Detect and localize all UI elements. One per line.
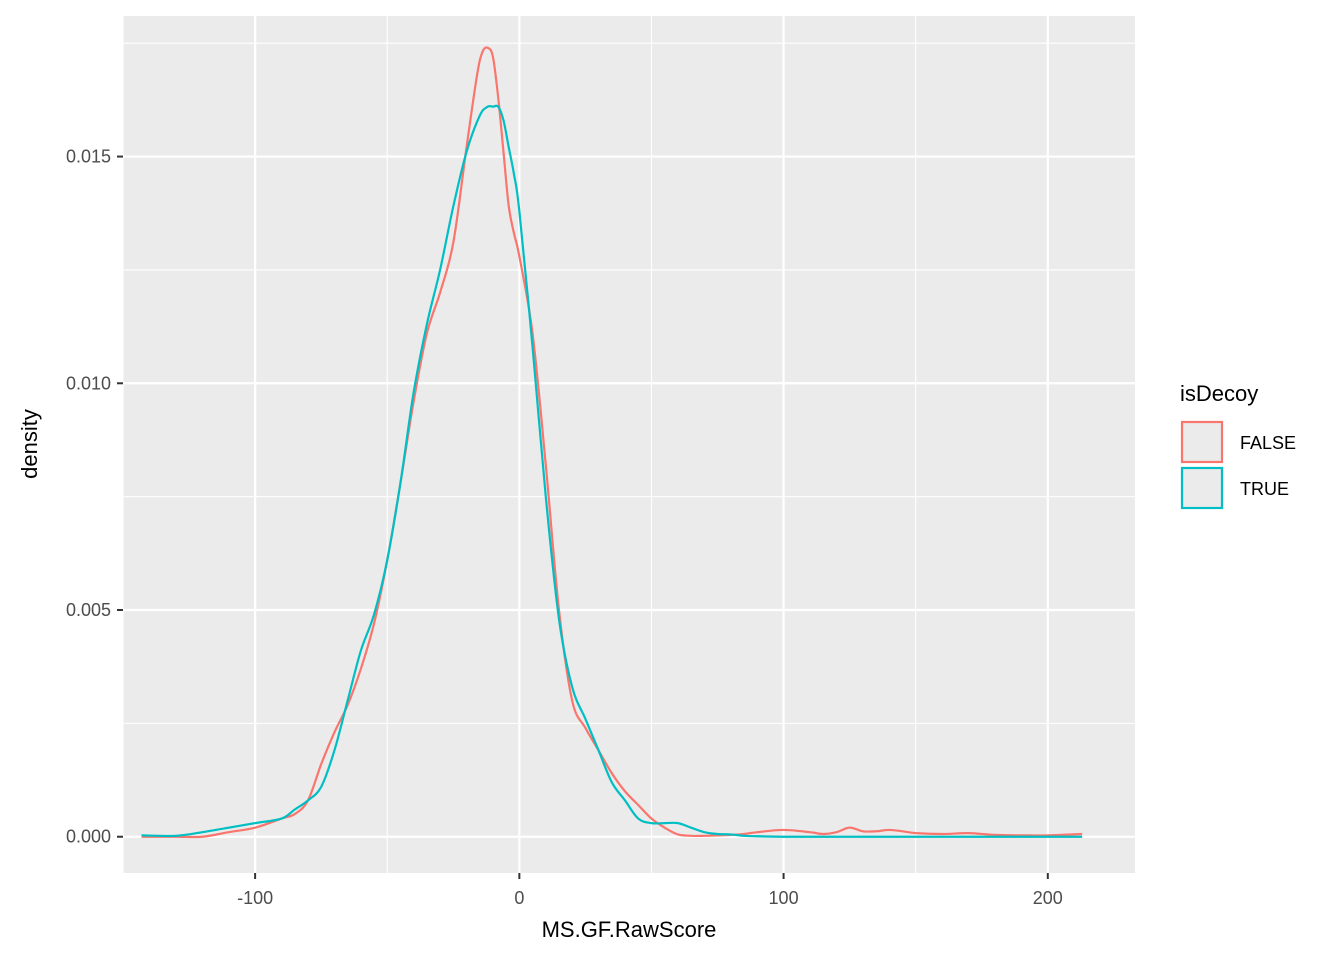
legend-label-false: FALSE (1240, 433, 1296, 453)
x-axis-title: MS.GF.RawScore (542, 917, 717, 942)
x-tick-label: 200 (1033, 888, 1063, 908)
legend-key-bg (1181, 421, 1223, 463)
legend-key-true (1180, 466, 1224, 510)
y-axis-title: density (17, 409, 42, 479)
y-tick-label: 0.015 (66, 147, 111, 167)
legend-title: isDecoy (1180, 381, 1258, 406)
density-line-true (141, 104, 1083, 838)
density-line-false (141, 46, 1083, 839)
y-tick-label: 0.000 (66, 827, 111, 847)
density-lines (141, 46, 1083, 839)
y-tick-label: 0.010 (66, 373, 111, 393)
legend-key-bg (1181, 467, 1223, 509)
y-axis-ticks: 0.000 0.005 0.010 0.015 (66, 147, 123, 847)
plot-panel (123, 16, 1135, 873)
legend-key-false (1180, 420, 1224, 464)
x-axis-ticks: -100 0 100 200 (237, 873, 1063, 908)
x-tick-label: 100 (769, 888, 799, 908)
legend-label-true: TRUE (1240, 479, 1289, 499)
y-tick-label: 0.005 (66, 600, 111, 620)
x-tick-label: -100 (237, 888, 273, 908)
minor-gridlines (122, 16, 1135, 873)
legend-items: FALSE TRUE (1180, 420, 1296, 510)
legend: isDecoy FALSE TRUE (1180, 381, 1296, 510)
x-tick-label: 0 (514, 888, 524, 908)
